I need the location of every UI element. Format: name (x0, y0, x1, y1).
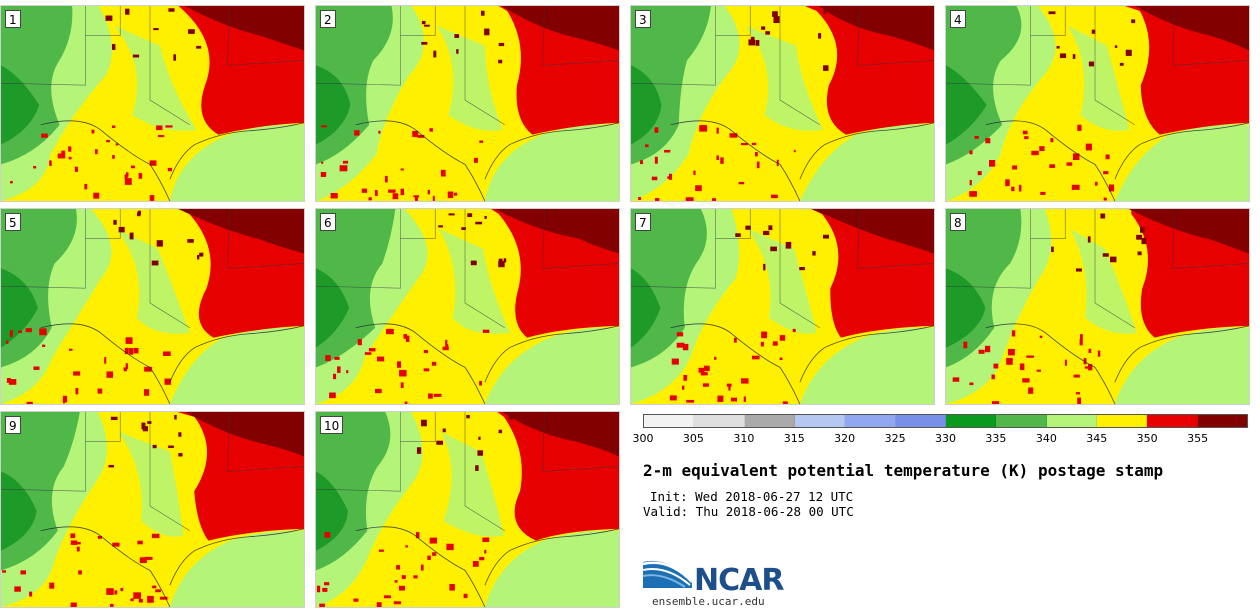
map-member-5 (1, 209, 304, 404)
member-panel-2[interactable]: 2 (315, 5, 620, 202)
colorbar-swatch-10 (1096, 415, 1148, 427)
colorbar-swatch-8 (996, 415, 1047, 427)
map-member-7 (631, 209, 934, 404)
member-label-3: 3 (635, 10, 651, 28)
colorbar-swatch-7 (945, 415, 997, 427)
ncar-logo-icon (642, 560, 693, 588)
valid-time: Valid: Thu 2018-06-28 00 UTC (643, 504, 854, 519)
member-panel-4[interactable]: 4 (945, 5, 1250, 202)
colorbar-tick-label: 340 (1035, 432, 1057, 445)
member-panel-8[interactable]: 8 (945, 208, 1250, 405)
member-panel-5[interactable]: 5 (0, 208, 305, 405)
colorbar-tick-label: 350 (1136, 432, 1158, 445)
colorbar-tick-label: 335 (985, 432, 1007, 445)
colorbar-swatch-9 (1046, 415, 1097, 427)
member-label-10: 10 (320, 416, 344, 434)
member-label-9: 9 (5, 416, 21, 434)
member-label-6: 6 (320, 213, 336, 231)
logo-url: ensemble.ucar.edu (652, 595, 765, 608)
colorbar-swatch-2 (694, 415, 745, 427)
colorbar-swatch-1 (644, 415, 695, 427)
colorbar-tick-label: 315 (783, 432, 805, 445)
map-member-2 (316, 6, 619, 201)
page-title: 2-m equivalent potential temperature (K)… (643, 461, 1164, 480)
colorbar-tick-label: 330 (935, 432, 956, 445)
member-panel-1[interactable]: 1 (0, 5, 305, 202)
member-panel-3[interactable]: 3 (630, 5, 935, 202)
member-panel-7[interactable]: 7 (630, 208, 935, 405)
member-label-1: 1 (5, 10, 21, 28)
colorbar (643, 414, 1248, 428)
colorbar-swatch-5 (845, 415, 896, 427)
map-member-1 (1, 6, 304, 201)
member-panel-6[interactable]: 6 (315, 208, 620, 405)
map-member-10 (316, 412, 619, 607)
colorbar-swatch-6 (895, 415, 946, 427)
logo-wordmark: NCAR (694, 563, 784, 598)
map-member-8 (946, 209, 1249, 404)
member-label-2: 2 (320, 10, 336, 28)
colorbar-swatch-11 (1147, 415, 1198, 427)
colorbar-tick-label: 320 (834, 432, 856, 445)
map-member-9 (1, 412, 304, 607)
member-label-8: 8 (950, 213, 966, 231)
colorbar-tick-label: 310 (733, 432, 755, 445)
colorbar-swatch-4 (794, 415, 846, 427)
colorbar-swatch-12 (1197, 415, 1247, 427)
colorbar-swatch-3 (744, 415, 795, 427)
init-time: Init: Wed 2018-06-27 12 UTC (650, 489, 854, 504)
member-label-4: 4 (950, 10, 966, 28)
map-member-3 (631, 6, 934, 201)
colorbar-tick-label: 345 (1086, 432, 1108, 445)
member-label-7: 7 (635, 213, 651, 231)
map-member-4 (946, 6, 1249, 201)
colorbar-tick-label: 355 (1187, 432, 1209, 445)
colorbar-tick-label: 300 (632, 432, 654, 445)
colorbar-tick-label: 305 (682, 432, 704, 445)
colorbar-tick-label: 325 (884, 432, 906, 445)
member-panel-9[interactable]: 9 (0, 411, 305, 608)
member-panel-10[interactable]: 10 (315, 411, 620, 608)
map-member-6 (316, 209, 619, 404)
colorbar-ticks: 300 305 310 315 320 325 330 335 340 345 350 355 (633, 432, 1248, 446)
member-label-5: 5 (5, 213, 21, 231)
